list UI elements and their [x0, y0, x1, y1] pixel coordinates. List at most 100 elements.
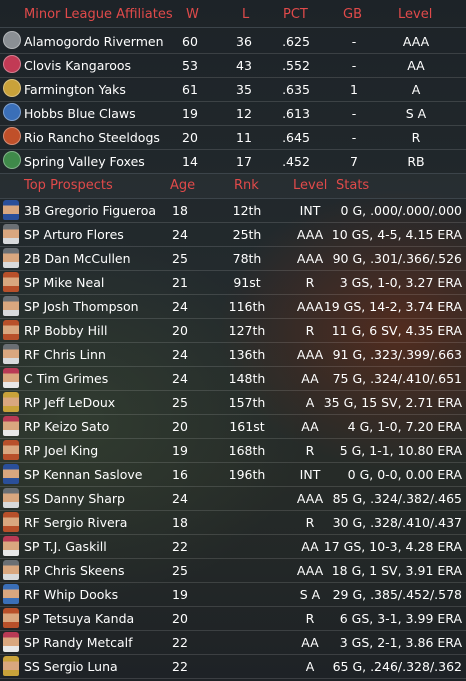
- affiliate-losses: 36: [236, 34, 252, 49]
- affiliate-name[interactable]: Hobbs Blue Claws: [24, 106, 136, 121]
- prospect-name[interactable]: 3B Gregorio Figueroa: [24, 203, 157, 218]
- prospect-name[interactable]: RF Sergio Rivera: [24, 515, 128, 530]
- prospect-row[interactable]: SS Sergio Luna 22 A 65 G, .246/.328/.362: [0, 654, 466, 679]
- prospect-name[interactable]: RP Chris Skeens: [24, 563, 125, 578]
- affiliate-level: R: [411, 130, 421, 145]
- prospect-name[interactable]: SP Arturo Flores: [24, 227, 124, 242]
- prospect-age: 20: [172, 611, 188, 626]
- affiliates-header-name[interactable]: Minor League Affiliates: [24, 7, 173, 22]
- affiliate-row[interactable]: Hobbs Blue Claws 19 12 .613 - S A: [0, 101, 466, 126]
- affiliates-header-pct[interactable]: PCT: [283, 7, 308, 22]
- prospect-age: 16: [172, 467, 188, 482]
- prospect-level: AAA: [296, 227, 324, 242]
- prospect-name[interactable]: RF Whip Dooks: [24, 587, 119, 602]
- player-face-icon: [3, 296, 19, 316]
- prospect-age: 25: [172, 395, 188, 410]
- prospect-row[interactable]: SP T.J. Gaskill 22 AA 17 GS, 10-3, 4.28 ERA: [0, 534, 466, 559]
- prospect-level: AAA: [296, 299, 324, 314]
- affiliate-losses: 11: [236, 130, 252, 145]
- affiliate-pct: .635: [282, 82, 310, 97]
- affiliates-header-gb[interactable]: GB: [343, 7, 362, 22]
- prospect-rank: 116th: [228, 299, 266, 314]
- prospect-row[interactable]: RF Chris Linn 24 136th AAA 91 G, .323/.399/.…: [0, 342, 466, 367]
- prospect-name[interactable]: SP T.J. Gaskill: [24, 539, 107, 554]
- prospect-row[interactable]: SS Danny Sharp 24 AAA 85 G, .324/.382/.465: [0, 486, 466, 511]
- prospect-level: AA: [301, 539, 319, 554]
- prospect-name[interactable]: SP Mike Neal: [24, 275, 105, 290]
- prospect-age: 25: [172, 251, 188, 266]
- team-logo-icon: [3, 127, 21, 145]
- prospect-level: AAA: [296, 563, 324, 578]
- prospect-row[interactable]: 3B Gregorio Figueroa 18 12th INT 0 G, .000/.…: [0, 198, 466, 223]
- prospect-name[interactable]: SP Josh Thompson: [24, 299, 139, 314]
- prospect-name[interactable]: RP Bobby Hill: [24, 323, 108, 338]
- player-face-icon: [3, 464, 19, 484]
- prospect-row[interactable]: SP Tetsuya Kanda 20 R 6 GS, 3-1, 3.99 ERA: [0, 606, 466, 631]
- prospect-row[interactable]: RP Jeff LeDoux 25 157th A 35 G, 15 SV, 2.71 …: [0, 390, 466, 415]
- prospect-row[interactable]: RP Chris Skeens 25 AAA 18 G, 1 SV, 3.91 ERA: [0, 558, 466, 583]
- affiliates-header-level[interactable]: Level: [398, 7, 433, 22]
- prospect-name[interactable]: RP Jeff LeDoux: [24, 395, 116, 410]
- prospect-name[interactable]: SP Kennan Saslove: [24, 467, 143, 482]
- prospects-header-level[interactable]: Level: [293, 178, 328, 193]
- prospect-name[interactable]: SS Sergio Luna: [24, 659, 118, 674]
- affiliate-gb: -: [351, 58, 357, 73]
- prospect-name[interactable]: RP Keizo Sato: [24, 419, 110, 434]
- affiliate-row[interactable]: Clovis Kangaroos 53 43 .552 - AA: [0, 53, 466, 78]
- affiliate-name[interactable]: Rio Rancho Steeldogs: [24, 130, 160, 145]
- player-face-icon: [3, 536, 19, 556]
- prospect-row[interactable]: SP Kennan Saslove 16 196th INT 0 G, 0-0, 0.0…: [0, 462, 466, 487]
- prospect-name[interactable]: RP Joel King: [24, 443, 99, 458]
- prospect-level: R: [305, 275, 315, 290]
- prospect-row[interactable]: SP Mike Neal 21 91st R 3 GS, 1-0, 3.27 ERA: [0, 270, 466, 295]
- prospect-stats: 5 G, 1-1, 10.80 ERA: [339, 443, 462, 458]
- affiliate-gb: -: [351, 34, 357, 49]
- prospect-row[interactable]: SP Randy Metcalf 22 AA 3 GS, 2-1, 3.86 ERA: [0, 630, 466, 655]
- affiliates-header-w[interactable]: W: [186, 7, 199, 22]
- prospect-rank: 12th: [232, 203, 262, 218]
- prospect-row[interactable]: SP Arturo Flores 24 25th AAA 10 GS, 4-5, 4.1…: [0, 222, 466, 247]
- prospect-age: 24: [172, 491, 188, 506]
- prospect-age: 20: [172, 419, 188, 434]
- prospect-level: R: [305, 611, 315, 626]
- prospects-header-rank[interactable]: Rnk: [234, 178, 259, 193]
- prospect-stats: 6 GS, 3-1, 3.99 ERA: [339, 611, 462, 626]
- affiliate-row[interactable]: Alamogordo Rivermen 60 36 .625 - AAA: [0, 29, 466, 54]
- prospect-row[interactable]: C Tim Grimes 24 148th AA 75 G, .324/.410/.65…: [0, 366, 466, 391]
- affiliate-level: AAA: [402, 34, 430, 49]
- prospect-name[interactable]: RF Chris Linn: [24, 347, 106, 362]
- prospect-name[interactable]: SP Randy Metcalf: [24, 635, 133, 650]
- affiliate-name[interactable]: Clovis Kangaroos: [24, 58, 132, 73]
- prospect-row[interactable]: RF Sergio Rivera 18 R 30 G, .328/.410/.437: [0, 510, 466, 535]
- prospect-name[interactable]: 2B Dan McCullen: [24, 251, 131, 266]
- prospect-age: 22: [172, 539, 188, 554]
- prospect-row[interactable]: RP Bobby Hill 20 127th R 11 G, 6 SV, 4.35 ER…: [0, 318, 466, 343]
- prospect-rank: 78th: [232, 251, 262, 266]
- affiliates-header-l[interactable]: L: [242, 7, 250, 22]
- prospect-stats: 0 G, 0-0, 0.00 ERA: [347, 467, 462, 482]
- prospects-header-age[interactable]: Age: [170, 178, 196, 193]
- prospect-name[interactable]: C Tim Grimes: [24, 371, 109, 386]
- affiliate-pct: .452: [282, 154, 310, 169]
- affiliate-row[interactable]: Rio Rancho Steeldogs 20 11 .645 - R: [0, 125, 466, 150]
- prospect-row[interactable]: 2B Dan McCullen 25 78th AAA 90 G, .301/.366/…: [0, 246, 466, 271]
- prospect-stats: 90 G, .301/.366/.526: [332, 251, 462, 266]
- prospect-row[interactable]: RF Whip Dooks 19 S A 29 G, .385/.452/.578: [0, 582, 466, 607]
- affiliate-name[interactable]: Farmington Yaks: [24, 82, 126, 97]
- prospects-header-stats[interactable]: Stats: [336, 178, 370, 193]
- prospect-level: R: [305, 515, 315, 530]
- prospect-level: S A: [299, 587, 321, 602]
- prospect-row[interactable]: RP Keizo Sato 20 161st AA 4 G, 1-0, 7.20 ERA: [0, 414, 466, 439]
- prospect-name[interactable]: SS Danny Sharp: [24, 491, 125, 506]
- affiliate-wins: 19: [182, 106, 198, 121]
- prospects-header-name[interactable]: Top Prospects: [24, 178, 113, 193]
- prospect-row[interactable]: RP Joel King 19 168th R 5 G, 1-1, 10.80 ERA: [0, 438, 466, 463]
- affiliate-name[interactable]: Alamogordo Rivermen: [24, 34, 164, 49]
- player-face-icon: [3, 656, 19, 676]
- prospect-row[interactable]: SP Josh Thompson 24 116th AAA 19 GS, 14-2, 3…: [0, 294, 466, 319]
- affiliate-name[interactable]: Spring Valley Foxes: [24, 154, 145, 169]
- affiliate-row[interactable]: Farmington Yaks 61 35 .635 1 A: [0, 77, 466, 102]
- affiliate-row[interactable]: Spring Valley Foxes 14 17 .452 7 RB: [0, 149, 466, 174]
- prospect-age: 21: [172, 275, 188, 290]
- prospect-name[interactable]: SP Tetsuya Kanda: [24, 611, 135, 626]
